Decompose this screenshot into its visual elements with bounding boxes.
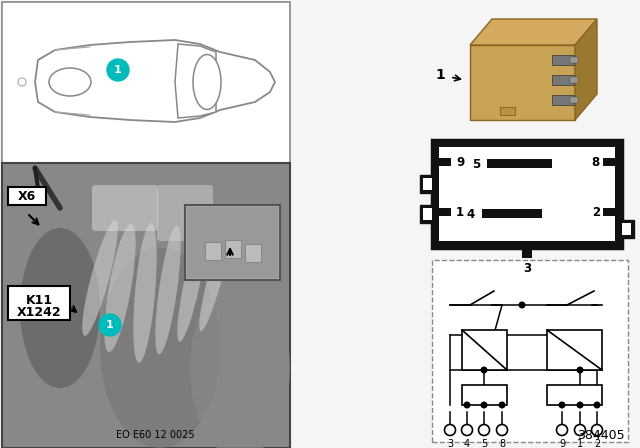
Ellipse shape (20, 228, 100, 388)
Text: 4: 4 (467, 207, 475, 220)
Bar (622, 220, 634, 238)
Text: 1: 1 (456, 206, 464, 219)
Bar (603, 208, 615, 216)
FancyBboxPatch shape (8, 286, 70, 320)
Circle shape (575, 425, 586, 435)
Text: 1: 1 (114, 65, 122, 75)
Text: 2: 2 (592, 206, 600, 219)
Circle shape (594, 402, 600, 408)
Ellipse shape (49, 68, 91, 96)
Polygon shape (575, 19, 597, 120)
Circle shape (499, 402, 505, 408)
Bar (570, 57, 578, 63)
Bar (552, 55, 574, 65)
Circle shape (577, 402, 583, 408)
Bar (439, 158, 451, 166)
Ellipse shape (133, 223, 157, 363)
Bar (552, 75, 574, 85)
Circle shape (481, 367, 487, 373)
Bar (470, 45, 575, 120)
Bar (547, 385, 602, 405)
Text: EO E60 12 0025: EO E60 12 0025 (116, 430, 195, 440)
Circle shape (107, 59, 129, 81)
Bar (439, 208, 451, 216)
Bar (439, 147, 615, 241)
Circle shape (445, 425, 456, 435)
Bar (205, 242, 221, 260)
Bar (432, 140, 622, 248)
Text: 3: 3 (523, 262, 531, 275)
Circle shape (461, 425, 472, 435)
Text: K11: K11 (26, 293, 52, 306)
FancyBboxPatch shape (92, 185, 158, 231)
Bar (547, 330, 602, 370)
Text: 4: 4 (464, 439, 470, 448)
Circle shape (497, 425, 508, 435)
Bar (570, 97, 578, 103)
Bar (570, 77, 578, 83)
FancyBboxPatch shape (157, 185, 213, 241)
Circle shape (464, 402, 470, 408)
Bar (420, 205, 432, 223)
Ellipse shape (82, 220, 118, 336)
Bar (420, 175, 432, 193)
Text: 9: 9 (456, 155, 464, 168)
Bar (2, 163, 290, 448)
Text: 9: 9 (559, 439, 565, 448)
Text: 8: 8 (592, 155, 600, 168)
Text: 2: 2 (594, 439, 600, 448)
Bar (603, 158, 615, 166)
Bar (432, 260, 628, 442)
Bar (522, 248, 532, 258)
Bar (225, 240, 241, 258)
Text: 1: 1 (435, 68, 445, 82)
Circle shape (557, 425, 568, 435)
Circle shape (481, 402, 487, 408)
Circle shape (519, 302, 525, 308)
Ellipse shape (100, 248, 220, 448)
Ellipse shape (190, 278, 290, 448)
Bar (462, 385, 507, 405)
Bar (552, 95, 574, 105)
Circle shape (559, 402, 564, 408)
Text: 1: 1 (577, 439, 583, 448)
Text: 3: 3 (447, 439, 453, 448)
Text: 1: 1 (106, 320, 114, 330)
Text: X6: X6 (18, 190, 36, 202)
Bar (423, 208, 432, 220)
Polygon shape (175, 44, 216, 118)
Bar (482, 209, 542, 218)
Polygon shape (470, 19, 597, 45)
Text: 8: 8 (499, 439, 505, 448)
Circle shape (479, 425, 490, 435)
Circle shape (577, 367, 583, 373)
Ellipse shape (156, 226, 180, 354)
Ellipse shape (193, 55, 221, 109)
Circle shape (99, 314, 121, 336)
Text: X1242: X1242 (17, 306, 61, 319)
Ellipse shape (177, 224, 207, 342)
Circle shape (591, 425, 602, 435)
Bar (185, 205, 280, 280)
Text: 384405: 384405 (577, 429, 625, 442)
Text: 5: 5 (472, 158, 480, 171)
Ellipse shape (104, 224, 136, 352)
Ellipse shape (199, 225, 231, 331)
FancyBboxPatch shape (8, 187, 46, 205)
Bar (500, 107, 515, 115)
Bar (187, 207, 278, 278)
Polygon shape (35, 40, 275, 122)
Bar (487, 159, 552, 168)
Bar (462, 330, 507, 370)
Bar (622, 223, 631, 235)
Text: 5: 5 (481, 439, 487, 448)
Bar (423, 178, 432, 190)
Bar (245, 244, 261, 262)
Bar (2, 2, 290, 163)
